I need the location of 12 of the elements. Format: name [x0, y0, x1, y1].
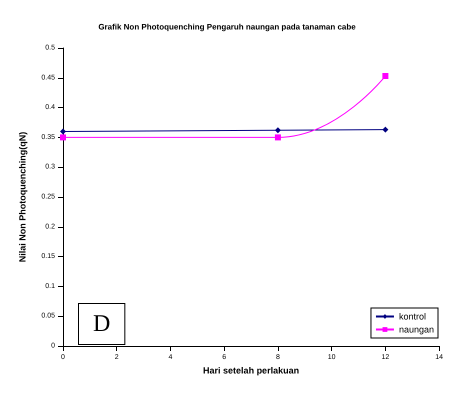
point — [382, 73, 388, 80]
y-axis-title: Nilai Non Photoquenching(qN) — [18, 132, 28, 262]
point — [60, 128, 66, 134]
chart-title: Grafik Non Photoquenching Pengaruh naungan pada tanaman cabe — [98, 22, 356, 32]
annotation: D — [93, 311, 110, 337]
x-axis-title: Hari setelah perlakuan — [203, 365, 300, 376]
legend-label: kontrol — [398, 312, 426, 322]
point — [274, 134, 281, 140]
point — [382, 126, 388, 133]
point — [274, 127, 281, 134]
legend-label: naungan — [398, 324, 434, 334]
point — [60, 134, 66, 140]
